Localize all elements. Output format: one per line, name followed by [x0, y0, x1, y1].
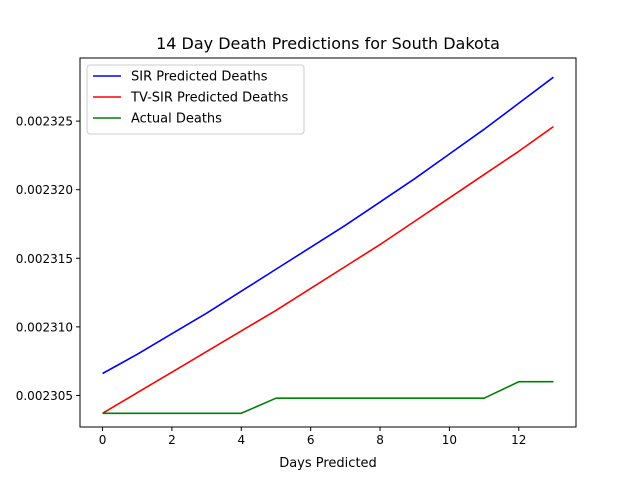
x-tick-label: 2 — [168, 433, 176, 447]
y-tick-label: 0.002305 — [16, 389, 73, 403]
x-tick-label: 8 — [376, 433, 384, 447]
plot-area: 0 2 4 6 8 10 12 0.002305 0.002310 0.002315 0.00232… — [16, 57, 577, 447]
x-tick-label: 4 — [237, 433, 245, 447]
legend-label: Actual Deaths — [131, 112, 222, 127]
x-tick-label: 10 — [442, 433, 457, 447]
y-tick-label: 0.002320 — [16, 183, 73, 197]
x-tick-label: 6 — [307, 433, 315, 447]
x-tick-label: 0 — [99, 433, 107, 447]
y-tick-label: 0.002325 — [16, 115, 73, 129]
legend-label: SIR Predicted Deaths — [131, 70, 268, 85]
x-axis-label: Days Predicted — [279, 456, 377, 471]
legend-box — [86, 64, 305, 135]
y-tick-label: 0.002310 — [16, 320, 73, 334]
series-line-0 — [102, 76, 554, 375]
axes-frame — [79, 57, 577, 428]
legend: SIR Predicted Deaths TV-SIR Predicted Dea… — [86, 64, 305, 135]
chart-title: 14 Day Death Predictions for South Dakot… — [156, 34, 500, 53]
x-tick-label: 12 — [511, 433, 526, 447]
legend-label: TV-SIR Predicted Deaths — [130, 91, 288, 106]
y-tick-label: 0.002315 — [16, 252, 73, 266]
series-line-1 — [102, 125, 554, 414]
series-line-2 — [102, 380, 554, 415]
